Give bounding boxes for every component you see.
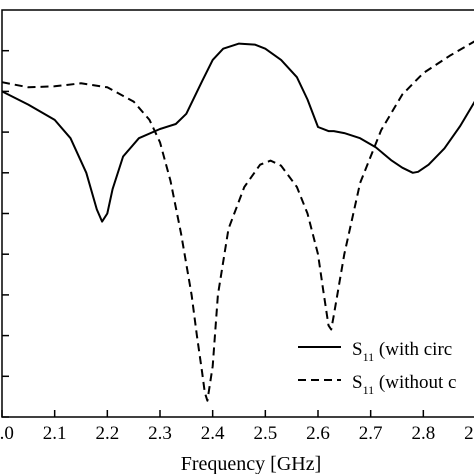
x-tick-label: 2.2 (95, 423, 119, 444)
legend-background (292, 332, 474, 394)
x-tick-label: 2.7 (359, 423, 383, 444)
x-tick-label: 2.0 (0, 423, 14, 444)
x-axis-title: Frequency [GHz] (181, 453, 322, 474)
x-tick-label: 2.6 (306, 423, 330, 444)
x-tick-label: 2.4 (201, 423, 225, 444)
series-line-without-circuit (1, 40, 474, 402)
legend-entry-without-circuit: S11 (without c (352, 372, 456, 397)
x-tick-label: 2.5 (253, 423, 277, 444)
chart-marks: 2.0 2.1 2.2 2.3 2.4 2.5 2.6 2.7 2.8 2.9 (0, 9, 474, 444)
x-tick-label: 2.1 (43, 423, 67, 444)
x-tick-label: 2.8 (411, 423, 435, 444)
legend-entry-with-circuit: S11 (with circ (352, 339, 452, 364)
series-line-with-circuit (1, 42, 474, 223)
x-tick-label: 2.3 (148, 423, 172, 444)
x-tick-label: 2.9 (464, 423, 474, 444)
